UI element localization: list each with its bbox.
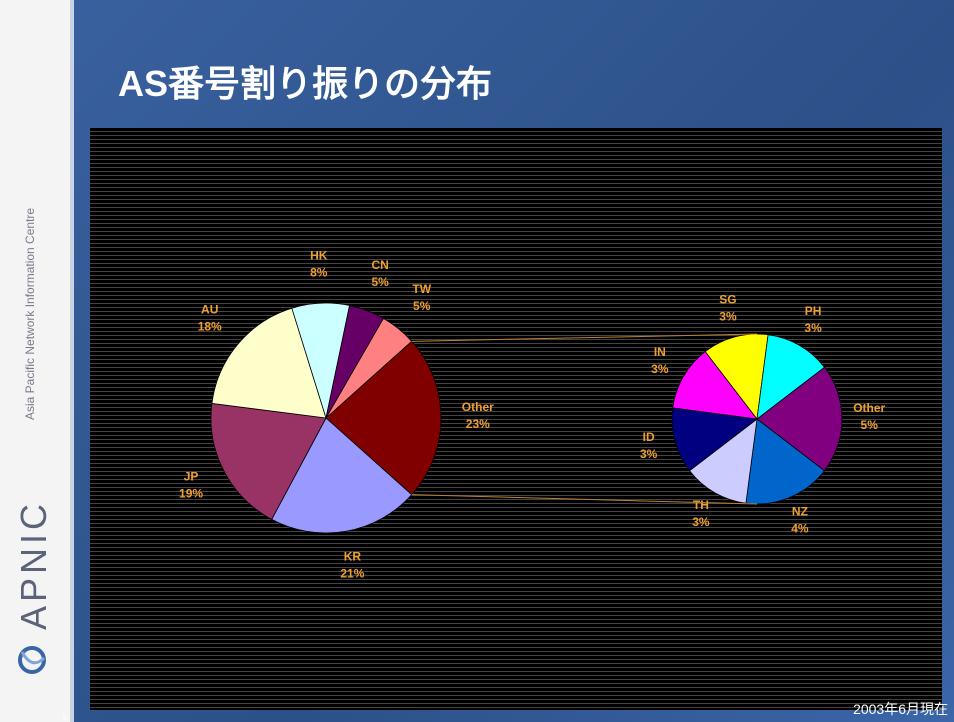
pie-slice: [210, 402, 327, 520]
logo-icon: [18, 646, 46, 674]
slice-value-label: 8%: [310, 265, 328, 279]
sidebar-logo: APNIC: [13, 500, 54, 630]
slice-label: SG: [719, 293, 736, 307]
slice-label: AU: [201, 302, 218, 316]
pie-slice: [211, 307, 327, 419]
pie-slice: [325, 340, 442, 496]
pie-slice: [756, 334, 825, 420]
slice-label: NZ: [792, 505, 808, 519]
page-number: 9: [62, 712, 67, 722]
pie-slice: [689, 418, 758, 504]
slice-label: Other: [462, 400, 494, 414]
pie-slice: [704, 333, 769, 421]
connector-line: [411, 333, 758, 342]
sidebar-org: Asia Pacific Network Information Centre: [23, 208, 37, 420]
slice-value-label: 18%: [198, 319, 222, 333]
slice-value-label: 3%: [651, 362, 669, 376]
pie-slice: [671, 407, 759, 472]
slice-value-label: 23%: [466, 417, 490, 431]
slice-label: KR: [344, 549, 362, 563]
slice-label: CN: [372, 258, 389, 272]
slice-value-label: 5%: [372, 275, 390, 289]
pie-slice: [325, 317, 413, 419]
pie-slice: [756, 366, 843, 472]
slice-value-label: 3%: [640, 447, 658, 461]
slice-value-label: 3%: [719, 310, 737, 324]
slice-value-label: 3%: [804, 321, 822, 335]
slice-label: TW: [412, 282, 431, 296]
slice-label: JP: [184, 470, 199, 484]
slice-value-label: 21%: [340, 566, 364, 580]
pie-slice: [271, 417, 413, 534]
pie-slice: [672, 351, 758, 420]
slide-title: AS番号割り振りの分布: [118, 63, 492, 104]
slice-value-label: 19%: [179, 487, 203, 501]
slice-value-label: 3%: [692, 515, 710, 529]
slice-label: Other: [853, 401, 885, 415]
slice-value-label: 5%: [861, 418, 879, 432]
footer: 2003年6月現在: [853, 701, 948, 717]
slice-value-label: 5%: [413, 299, 431, 313]
slice-label: TH: [693, 498, 709, 512]
slice-label: ID: [643, 430, 655, 444]
sidebar: [0, 0, 74, 722]
slice-label: PH: [805, 304, 822, 318]
connector-line: [411, 494, 758, 505]
slice-label: HK: [310, 248, 328, 262]
slice-value-label: 4%: [791, 522, 809, 536]
slice-label: IN: [654, 345, 666, 359]
